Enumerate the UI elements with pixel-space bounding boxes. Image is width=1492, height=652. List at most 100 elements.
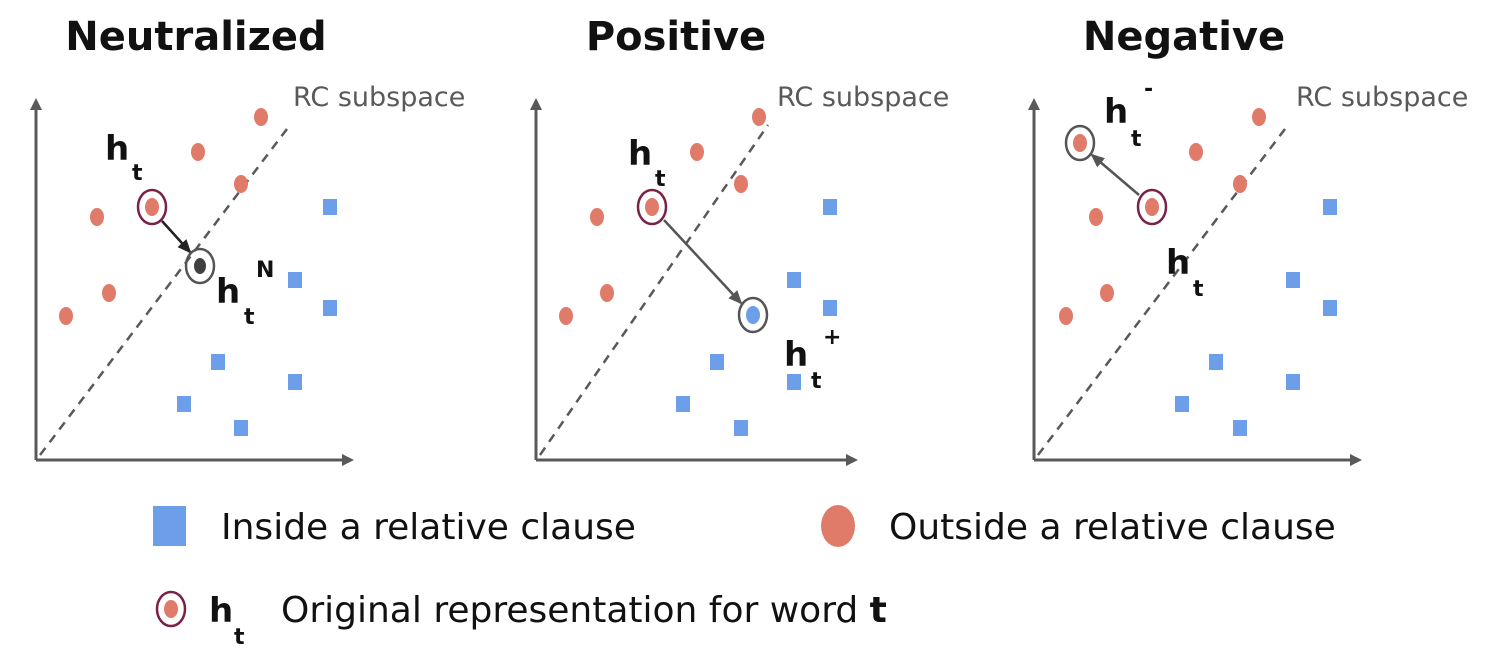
outside-dot [145,198,159,216]
label-h-t-negative: h t - [1104,77,1153,152]
highlight-ring [636,188,668,226]
label-h-t: h t [1166,243,1204,302]
panel-positive: Positive RC subspace [530,14,949,466]
inside-square [1323,199,1337,215]
label-h-t-positive: h t + [784,325,841,394]
inside-square [323,199,337,215]
highlight-ring [136,188,168,226]
h-symbol: h [1104,92,1128,132]
inside-square [710,354,724,370]
rc-subspace-line [39,124,291,456]
outside-dot [1189,143,1203,161]
outside-dot [645,198,659,216]
circled-dot-icon [155,590,187,628]
inside-square [1323,300,1337,316]
outside-dot [191,143,205,161]
legend-original-bold: t [870,590,887,631]
inside-square [676,396,690,412]
outside-dot [1059,307,1073,325]
panel-title: Negative [1083,14,1285,60]
inside-square [787,272,801,288]
arrow-up-left-icon [1090,153,1140,196]
outside-dot [1073,134,1087,152]
n-superscript: N [256,258,274,283]
arrow-down-right-icon [161,220,192,254]
inside-square [1233,420,1247,436]
target-ring [184,247,216,285]
rc-subspace-line [1037,124,1289,456]
outside-dots [559,108,766,325]
legend-original: h t Original representation for word t [155,590,887,650]
h-symbol: h [628,134,652,174]
target-ring [1064,124,1096,162]
neutralized-representation [184,247,216,285]
inside-square [823,300,837,316]
inside-square [288,272,302,288]
panel-title: Positive [586,14,766,60]
outside-dot [1233,175,1247,193]
outside-dot [690,143,704,161]
negative-representation [1064,124,1096,162]
original-representation [136,188,168,226]
outside-dot [234,175,248,193]
t-subscript: t [1131,127,1142,152]
h-symbol: h [105,129,129,169]
inside-squares [1175,199,1337,436]
label-h-t: h t [105,129,143,186]
inside-square [1286,374,1300,390]
outside-dot [1252,108,1266,126]
neutral-dot [194,258,206,274]
h-symbol: h [216,272,240,312]
circled-dot-center [164,600,178,618]
outside-dot [559,307,573,325]
t-subscript: t [1193,277,1204,302]
legend-original-text: Original representation for word t [281,590,887,631]
original-representation [636,188,668,226]
h-symbol: h [209,591,233,631]
legend: Inside a relative clause Outside a relat… [153,505,1336,650]
t-subscript: t [132,161,143,186]
positive-representation [737,296,769,334]
outside-dot [254,108,268,126]
plus-superscript: + [823,325,841,350]
inside-square [823,199,837,215]
inside-square [323,300,337,316]
inside-square [177,396,191,412]
subspace-label: RC subspace [777,82,949,113]
inside-square [288,374,302,390]
h-symbol: h [784,335,808,375]
original-representation [1136,188,1168,226]
t-subscript: t [244,305,255,330]
arrow-down-right-icon [663,219,743,305]
outside-dot [752,108,766,126]
outside-dot [59,307,73,325]
t-subscript: t [655,167,666,192]
outside-dot [90,208,104,226]
inside-square [734,420,748,436]
outside-dot [1089,208,1103,226]
inside-square [1175,396,1189,412]
outside-dot [1145,198,1159,216]
t-subscript: t [811,369,822,394]
orange-dot-icon [821,505,855,547]
t-subscript: t [234,625,245,650]
minus-superscript: - [1144,77,1153,102]
target-ring [737,296,769,334]
outside-dot [1100,284,1114,302]
outside-dot [102,284,116,302]
outside-dot [590,208,604,226]
highlight-ring [1136,188,1168,226]
legend-inside: Inside a relative clause [153,506,636,548]
h-symbol: h [1166,243,1190,283]
panel-negative: Negative RC subspace [1028,14,1468,466]
inside-square [1286,272,1300,288]
inside-square [211,354,225,370]
panel-title: Neutralized [65,14,326,60]
subspace-label: RC subspace [1296,82,1468,113]
inside-square [787,374,801,390]
outside-dots [1059,108,1266,325]
inside-squares [177,199,337,436]
legend-outside: Outside a relative clause [821,505,1336,548]
outside-dot [734,175,748,193]
legend-outside-text: Outside a relative clause [889,507,1336,548]
